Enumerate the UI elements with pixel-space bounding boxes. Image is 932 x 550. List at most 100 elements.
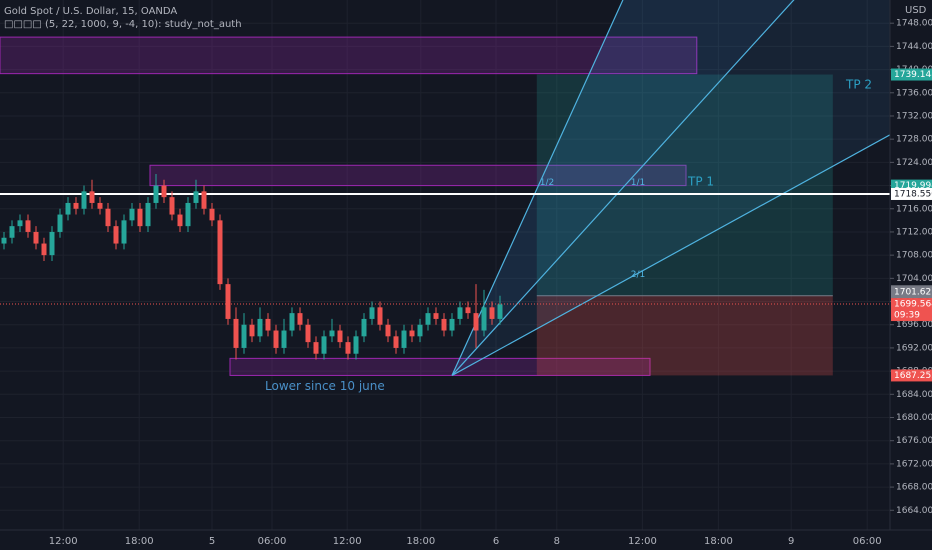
candle-body	[129, 208, 135, 221]
candle-body	[289, 313, 295, 331]
price-tag	[891, 298, 932, 322]
candle-body	[361, 318, 367, 337]
candle-body	[241, 324, 247, 348]
indicator-label: □□□□ (5, 22, 1000, 9, -4, 10): study_not…	[4, 19, 242, 30]
candle-body	[449, 318, 455, 331]
y-tick-label: 1664.000	[896, 506, 932, 516]
candle-body	[145, 202, 151, 227]
candle-body	[97, 202, 103, 209]
countdown: 09:39	[894, 311, 920, 321]
candle-body	[25, 220, 31, 232]
candle-body	[57, 214, 63, 232]
y-tick-label: 1712.000	[896, 227, 932, 237]
chart-title: Gold Spot / U.S. Dollar, 15, OANDA	[4, 6, 177, 17]
candle-body	[169, 197, 175, 215]
y-tick-label: 1736.000	[896, 88, 932, 98]
y-tick-label: 1696.000	[896, 320, 932, 330]
candle-body	[353, 336, 359, 354]
candle-body	[33, 231, 39, 244]
annotation: TP 1	[687, 175, 714, 189]
candle-body	[473, 313, 479, 331]
candle-body	[377, 307, 383, 325]
y-tick-label: 1732.000	[896, 111, 932, 121]
candle-body	[489, 307, 495, 319]
candle-body	[417, 324, 423, 337]
x-tick-label: 06:00	[258, 536, 287, 547]
candle-body	[257, 318, 263, 337]
price-tag-label: 1699.564	[894, 300, 932, 310]
price-tag-label: 1719.994	[894, 181, 932, 191]
candle-body	[89, 191, 95, 203]
candle-body	[1, 237, 7, 244]
candle-body	[401, 330, 407, 348]
candle-body	[233, 318, 239, 348]
currency: USD	[905, 5, 927, 16]
x-tick-label: 18:00	[406, 536, 435, 547]
candle-body	[249, 324, 255, 337]
zone-label: Lower since 10 june	[265, 379, 385, 393]
candle-body	[385, 324, 391, 337]
candle-body	[9, 226, 15, 238]
x-tick-label: 18:00	[125, 536, 154, 547]
price-tag	[891, 68, 932, 81]
candle-body	[49, 231, 55, 256]
candle-body	[457, 307, 463, 319]
candle-body	[305, 324, 311, 343]
candle-body	[73, 202, 79, 209]
y-tick-label: 1672.000	[896, 459, 932, 469]
candle-body	[265, 318, 271, 331]
x-tick-label: 18:00	[704, 536, 733, 547]
x-tick-label: 12:00	[333, 536, 362, 547]
candle-body	[321, 336, 327, 354]
fan-label: 2/1	[631, 270, 645, 280]
y-tick-label: 1748.000	[896, 19, 932, 29]
y-tick-label: 1676.000	[896, 436, 932, 446]
candle-body	[185, 202, 191, 227]
y-tick-label: 1724.000	[896, 158, 932, 168]
candle-body	[281, 330, 287, 348]
candle-body	[121, 220, 127, 244]
candle-body	[161, 185, 167, 198]
candle-body	[465, 307, 471, 314]
candle-body	[337, 330, 343, 343]
candle-body	[137, 208, 143, 227]
fan-label: 1/2	[540, 178, 554, 188]
price-tag-label: 1701.621	[894, 288, 932, 298]
candle-body	[177, 214, 183, 227]
y-tick-label: 1708.000	[896, 251, 932, 261]
candle-body	[409, 330, 415, 337]
candle-body	[273, 330, 279, 348]
price-tag	[891, 369, 932, 382]
candle-body	[481, 307, 487, 331]
x-tick-label: 9	[788, 536, 794, 547]
fan-label: 1/1	[631, 178, 645, 188]
candle-body	[201, 191, 207, 209]
y-tick-label: 1680.000	[896, 413, 932, 423]
y-tick-label: 1716.000	[896, 204, 932, 214]
y-tick-label: 1728.000	[896, 135, 932, 145]
candle-body	[113, 226, 119, 244]
zone	[229, 357, 651, 376]
candle-body	[17, 220, 23, 227]
price-tag-label: 1739.148	[894, 70, 932, 80]
x-tick-label: 12:00	[49, 536, 78, 547]
candle-body	[217, 220, 223, 285]
candle-body	[313, 342, 319, 354]
x-tick-label: 6	[493, 536, 499, 547]
zone	[0, 36, 698, 75]
candle-body	[105, 208, 111, 227]
candle-body	[433, 313, 439, 319]
stop-area	[536, 295, 833, 376]
candle-body	[41, 243, 47, 256]
x-tick-label: 5	[209, 536, 215, 547]
candle-body	[497, 304, 503, 319]
price-tag-label: 1687.255	[894, 371, 932, 381]
fan-fill	[452, 0, 932, 376]
candle-body	[369, 307, 375, 319]
y-tick-label: 1684.000	[896, 390, 932, 400]
x-tick-label: 8	[554, 536, 560, 547]
candle-body	[345, 342, 351, 354]
price-axis	[890, 0, 932, 550]
